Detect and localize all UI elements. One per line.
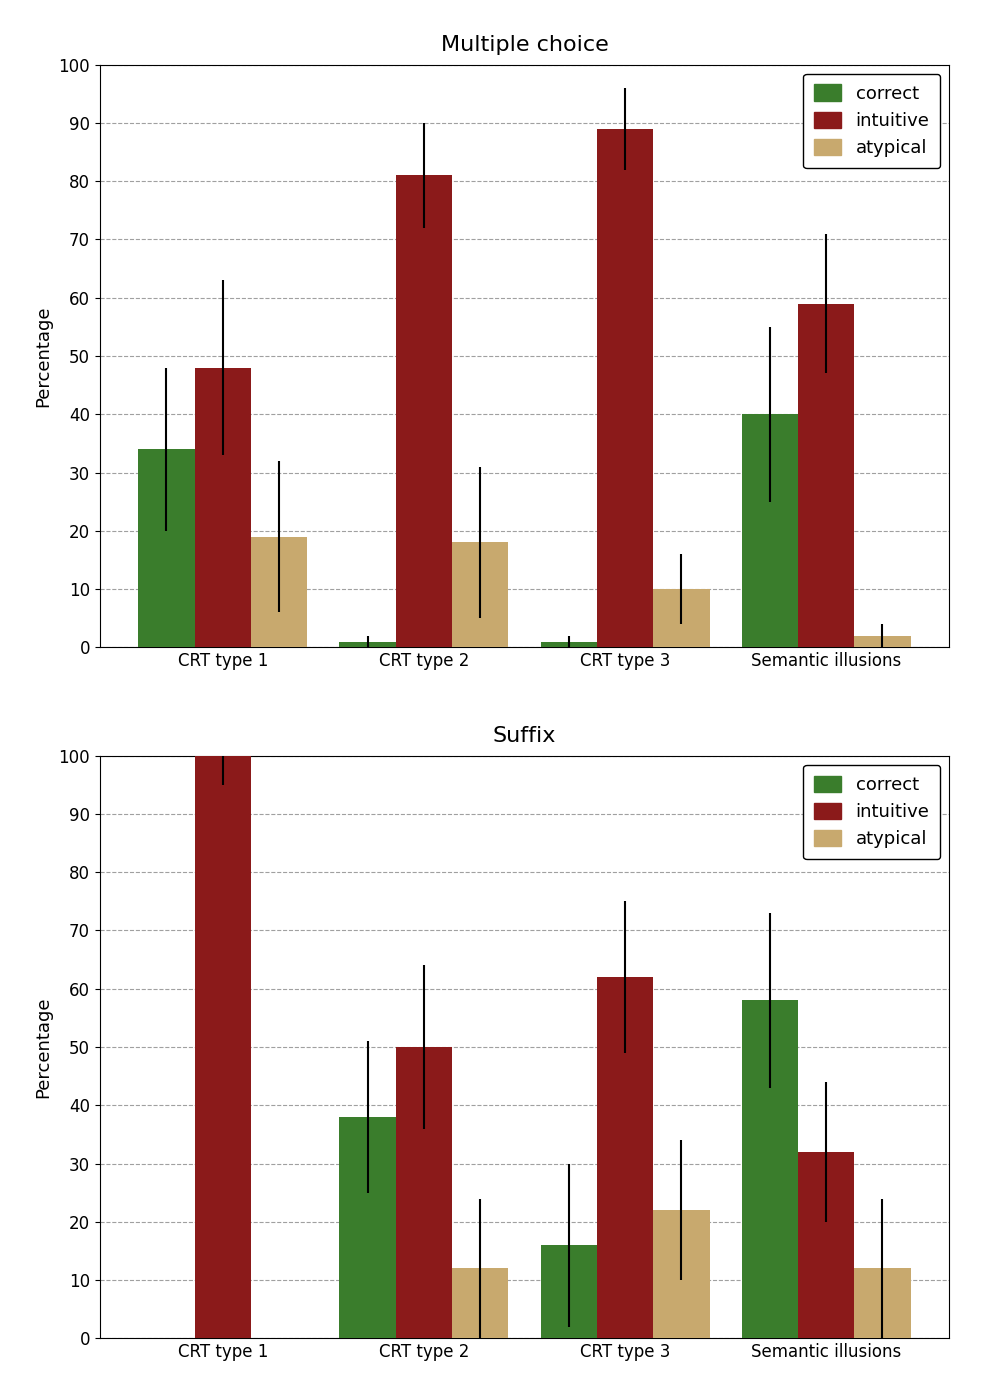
- Bar: [742, 1001, 798, 1339]
- Bar: [396, 176, 452, 648]
- Bar: [540, 1245, 597, 1339]
- Bar: [452, 543, 509, 648]
- Bar: [195, 367, 251, 648]
- Bar: [597, 128, 653, 648]
- Bar: [742, 415, 798, 648]
- Bar: [195, 755, 251, 1339]
- Bar: [653, 1210, 709, 1339]
- Bar: [138, 450, 195, 648]
- Bar: [653, 589, 709, 648]
- Title: Multiple choice: Multiple choice: [441, 35, 608, 54]
- Title: Suffix: Suffix: [493, 726, 556, 745]
- Bar: [339, 1117, 396, 1339]
- Bar: [798, 1152, 854, 1339]
- Legend: correct, intuitive, atypical: correct, intuitive, atypical: [803, 74, 941, 168]
- Bar: [798, 303, 854, 648]
- Y-axis label: Percentage: Percentage: [34, 997, 53, 1097]
- Bar: [251, 536, 307, 648]
- Bar: [452, 1269, 509, 1339]
- Y-axis label: Percentage: Percentage: [34, 306, 53, 406]
- Bar: [540, 642, 597, 648]
- Bar: [854, 1269, 910, 1339]
- Bar: [597, 977, 653, 1339]
- Bar: [854, 635, 910, 648]
- Legend: correct, intuitive, atypical: correct, intuitive, atypical: [803, 765, 941, 859]
- Bar: [339, 642, 396, 648]
- Bar: [396, 1047, 452, 1339]
